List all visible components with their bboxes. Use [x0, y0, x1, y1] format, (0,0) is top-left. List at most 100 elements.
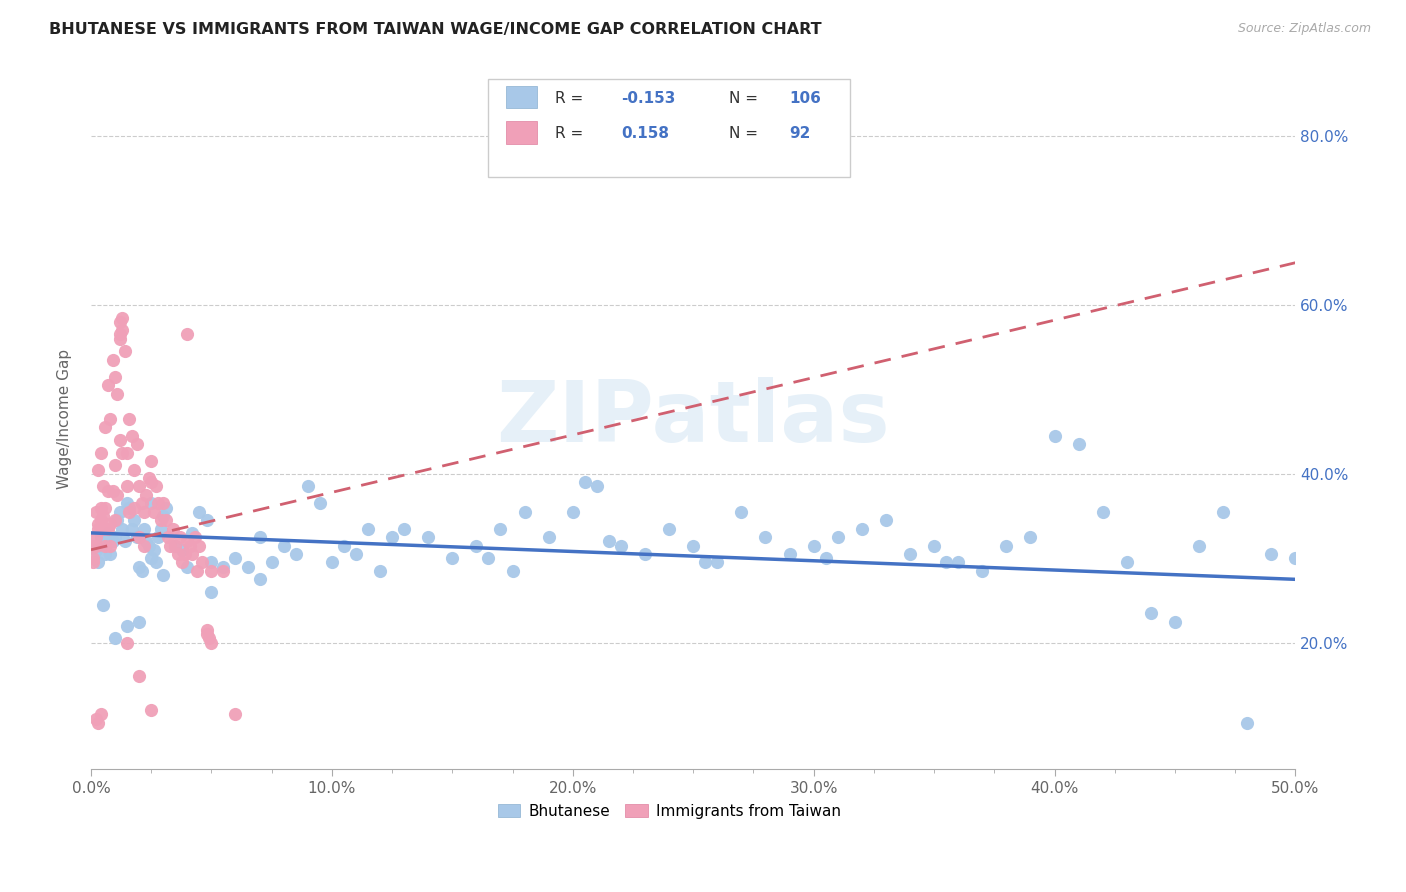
Point — [381, 530, 404, 544]
Point — [179, 539, 201, 553]
Point — [124, 513, 146, 527]
Point — [104, 458, 127, 473]
Point — [1236, 715, 1258, 730]
Point — [537, 530, 560, 544]
Point — [200, 585, 222, 599]
Point — [418, 530, 440, 544]
Point — [344, 547, 367, 561]
Point — [730, 505, 752, 519]
Point — [124, 462, 146, 476]
Point — [104, 513, 127, 527]
Point — [195, 627, 218, 641]
Point — [145, 479, 167, 493]
Point — [141, 454, 163, 468]
Point — [610, 539, 633, 553]
Point — [132, 505, 155, 519]
Point — [101, 483, 124, 498]
Point — [200, 564, 222, 578]
Point — [682, 539, 704, 553]
Point — [995, 539, 1018, 553]
Point — [118, 505, 141, 519]
Point — [87, 556, 110, 570]
Point — [1164, 615, 1187, 629]
Point — [131, 564, 153, 578]
Text: N =: N = — [730, 126, 763, 141]
Point — [634, 547, 657, 561]
Point — [91, 598, 114, 612]
Point — [149, 522, 172, 536]
Point — [598, 534, 620, 549]
Point — [165, 539, 187, 553]
Point — [186, 564, 208, 578]
Point — [104, 369, 127, 384]
Point — [195, 513, 218, 527]
Point — [121, 522, 143, 536]
Point — [115, 479, 138, 493]
Point — [101, 534, 124, 549]
Point — [98, 547, 121, 561]
Point — [779, 547, 801, 561]
Point — [132, 522, 155, 536]
Point — [169, 530, 191, 544]
Text: N =: N = — [730, 91, 763, 106]
Point — [84, 505, 107, 519]
Point — [84, 542, 107, 557]
Point — [94, 420, 117, 434]
Point — [574, 475, 596, 490]
Text: BHUTANESE VS IMMIGRANTS FROM TAIWAN WAGE/INCOME GAP CORRELATION CHART: BHUTANESE VS IMMIGRANTS FROM TAIWAN WAGE… — [49, 22, 823, 37]
Point — [94, 547, 117, 561]
Point — [111, 445, 134, 459]
Point — [489, 522, 512, 536]
Point — [152, 496, 174, 510]
Point — [107, 488, 129, 502]
Point — [108, 433, 131, 447]
Point — [111, 310, 134, 325]
Point — [118, 500, 141, 515]
Point — [87, 462, 110, 476]
Bar — [506, 86, 537, 109]
Point — [111, 323, 134, 337]
Point — [108, 315, 131, 329]
Point — [200, 556, 222, 570]
Point — [141, 551, 163, 566]
Point — [249, 572, 271, 586]
Point — [875, 513, 897, 527]
Point — [84, 530, 107, 544]
Point — [658, 522, 681, 536]
Point — [111, 522, 134, 536]
Point — [138, 471, 160, 485]
Point — [176, 559, 198, 574]
Point — [561, 505, 583, 519]
Point — [101, 352, 124, 367]
Point — [128, 559, 150, 574]
Point — [706, 556, 728, 570]
Point — [128, 530, 150, 544]
Point — [321, 556, 343, 570]
Legend: Bhutanese, Immigrants from Taiwan: Bhutanese, Immigrants from Taiwan — [492, 797, 846, 825]
Point — [125, 530, 148, 544]
Point — [236, 559, 259, 574]
Text: 92: 92 — [790, 126, 811, 141]
Point — [1284, 551, 1306, 566]
Point — [477, 551, 499, 566]
Point — [1260, 547, 1282, 561]
Point — [814, 551, 837, 566]
Point — [128, 669, 150, 683]
Point — [114, 344, 136, 359]
Point — [87, 715, 110, 730]
Point — [141, 475, 163, 490]
Point — [104, 632, 127, 646]
Point — [135, 534, 157, 549]
Point — [181, 525, 204, 540]
Point — [851, 522, 873, 536]
Point — [104, 530, 127, 544]
Point — [1019, 530, 1042, 544]
Point — [803, 539, 825, 553]
Point — [107, 386, 129, 401]
Point — [898, 547, 921, 561]
Point — [135, 488, 157, 502]
Point — [972, 564, 994, 578]
Point — [84, 539, 107, 553]
Text: Source: ZipAtlas.com: Source: ZipAtlas.com — [1237, 22, 1371, 36]
Point — [87, 517, 110, 532]
